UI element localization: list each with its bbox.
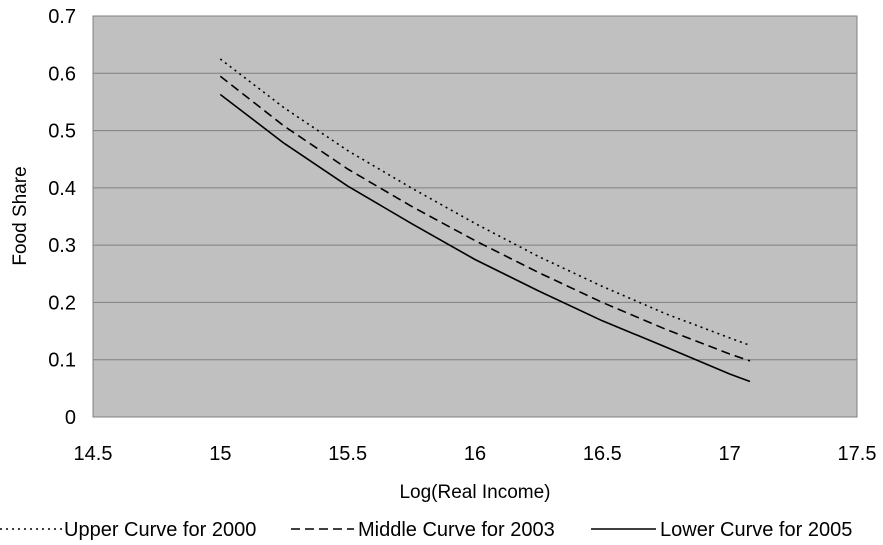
x-tick-label: 15: [209, 443, 231, 465]
y-tick-label: 0.4: [48, 178, 76, 200]
y-tick-label: 0.1: [48, 350, 76, 372]
y-tick-label: 0.3: [48, 235, 76, 257]
y-tick-label: 0: [65, 407, 76, 429]
series-line-3: [219, 93, 751, 383]
plot-area: [92, 15, 858, 418]
x-tick-label: 16: [464, 443, 486, 465]
x-tick-labels: 14.5 15 15.5 16 16.5 17 17.5: [74, 443, 877, 465]
legend: Upper Curve for 2000 Middle Curve for 200…: [0, 519, 852, 541]
y-tick-label: 0.5: [48, 121, 76, 143]
x-tick-label: 17.5: [838, 443, 877, 465]
series-layer: [219, 58, 751, 383]
gridlines: [93, 72, 857, 361]
x-tick-label: 14.5: [74, 443, 113, 465]
y-tick-labels: 0 0.1 0.2 0.3 0.4 0.5 0.6 0.7: [48, 6, 76, 429]
series-line-2: [219, 75, 751, 362]
legend-label-1: Upper Curve for 2000: [64, 519, 256, 541]
x-tick-label: 15.5: [328, 443, 367, 465]
y-tick-label: 0.6: [48, 63, 76, 85]
x-tick-label: 17: [719, 443, 741, 465]
x-axis-title: Log(Real Income): [399, 482, 550, 503]
x-tick-label: 16.5: [583, 443, 622, 465]
legend-label-2: Middle Curve for 2003: [358, 519, 555, 541]
legend-label-3: Lower Curve for 2005: [660, 519, 852, 541]
y-tick-label: 0.7: [48, 6, 76, 28]
y-tick-label: 0.2: [48, 292, 76, 314]
y-axis-title: Food Share: [10, 166, 31, 265]
